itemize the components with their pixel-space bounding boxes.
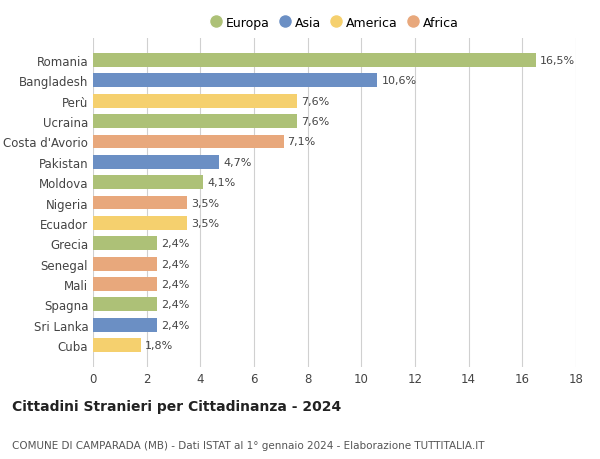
Bar <box>93 318 157 332</box>
Bar <box>93 135 284 149</box>
Bar <box>93 176 203 190</box>
Bar <box>93 338 142 353</box>
Bar <box>93 217 187 230</box>
Text: 4,1%: 4,1% <box>207 178 235 188</box>
Text: 7,6%: 7,6% <box>301 96 329 106</box>
Text: Cittadini Stranieri per Cittadinanza - 2024: Cittadini Stranieri per Cittadinanza - 2… <box>12 399 341 413</box>
Text: 7,6%: 7,6% <box>301 117 329 127</box>
Text: 2,4%: 2,4% <box>161 280 190 289</box>
Text: 2,4%: 2,4% <box>161 320 190 330</box>
Text: 16,5%: 16,5% <box>540 56 575 66</box>
Text: 3,5%: 3,5% <box>191 218 219 229</box>
Bar <box>93 257 157 271</box>
Bar <box>93 237 157 251</box>
Text: 10,6%: 10,6% <box>382 76 416 86</box>
Text: 2,4%: 2,4% <box>161 300 190 310</box>
Text: 1,8%: 1,8% <box>145 341 173 350</box>
Text: 4,7%: 4,7% <box>223 157 251 168</box>
Bar <box>93 278 157 291</box>
Bar <box>93 115 297 129</box>
Text: 2,4%: 2,4% <box>161 259 190 269</box>
Text: COMUNE DI CAMPARADA (MB) - Dati ISTAT al 1° gennaio 2024 - Elaborazione TUTTITAL: COMUNE DI CAMPARADA (MB) - Dati ISTAT al… <box>12 440 485 450</box>
Text: 2,4%: 2,4% <box>161 239 190 249</box>
Bar <box>93 156 219 169</box>
Text: 7,1%: 7,1% <box>287 137 316 147</box>
Bar <box>93 298 157 312</box>
Legend: Europa, Asia, America, Africa: Europa, Asia, America, Africa <box>211 17 458 30</box>
Bar <box>93 95 297 108</box>
Text: 3,5%: 3,5% <box>191 198 219 208</box>
Bar <box>93 196 187 210</box>
Bar <box>93 54 536 68</box>
Bar <box>93 74 377 88</box>
